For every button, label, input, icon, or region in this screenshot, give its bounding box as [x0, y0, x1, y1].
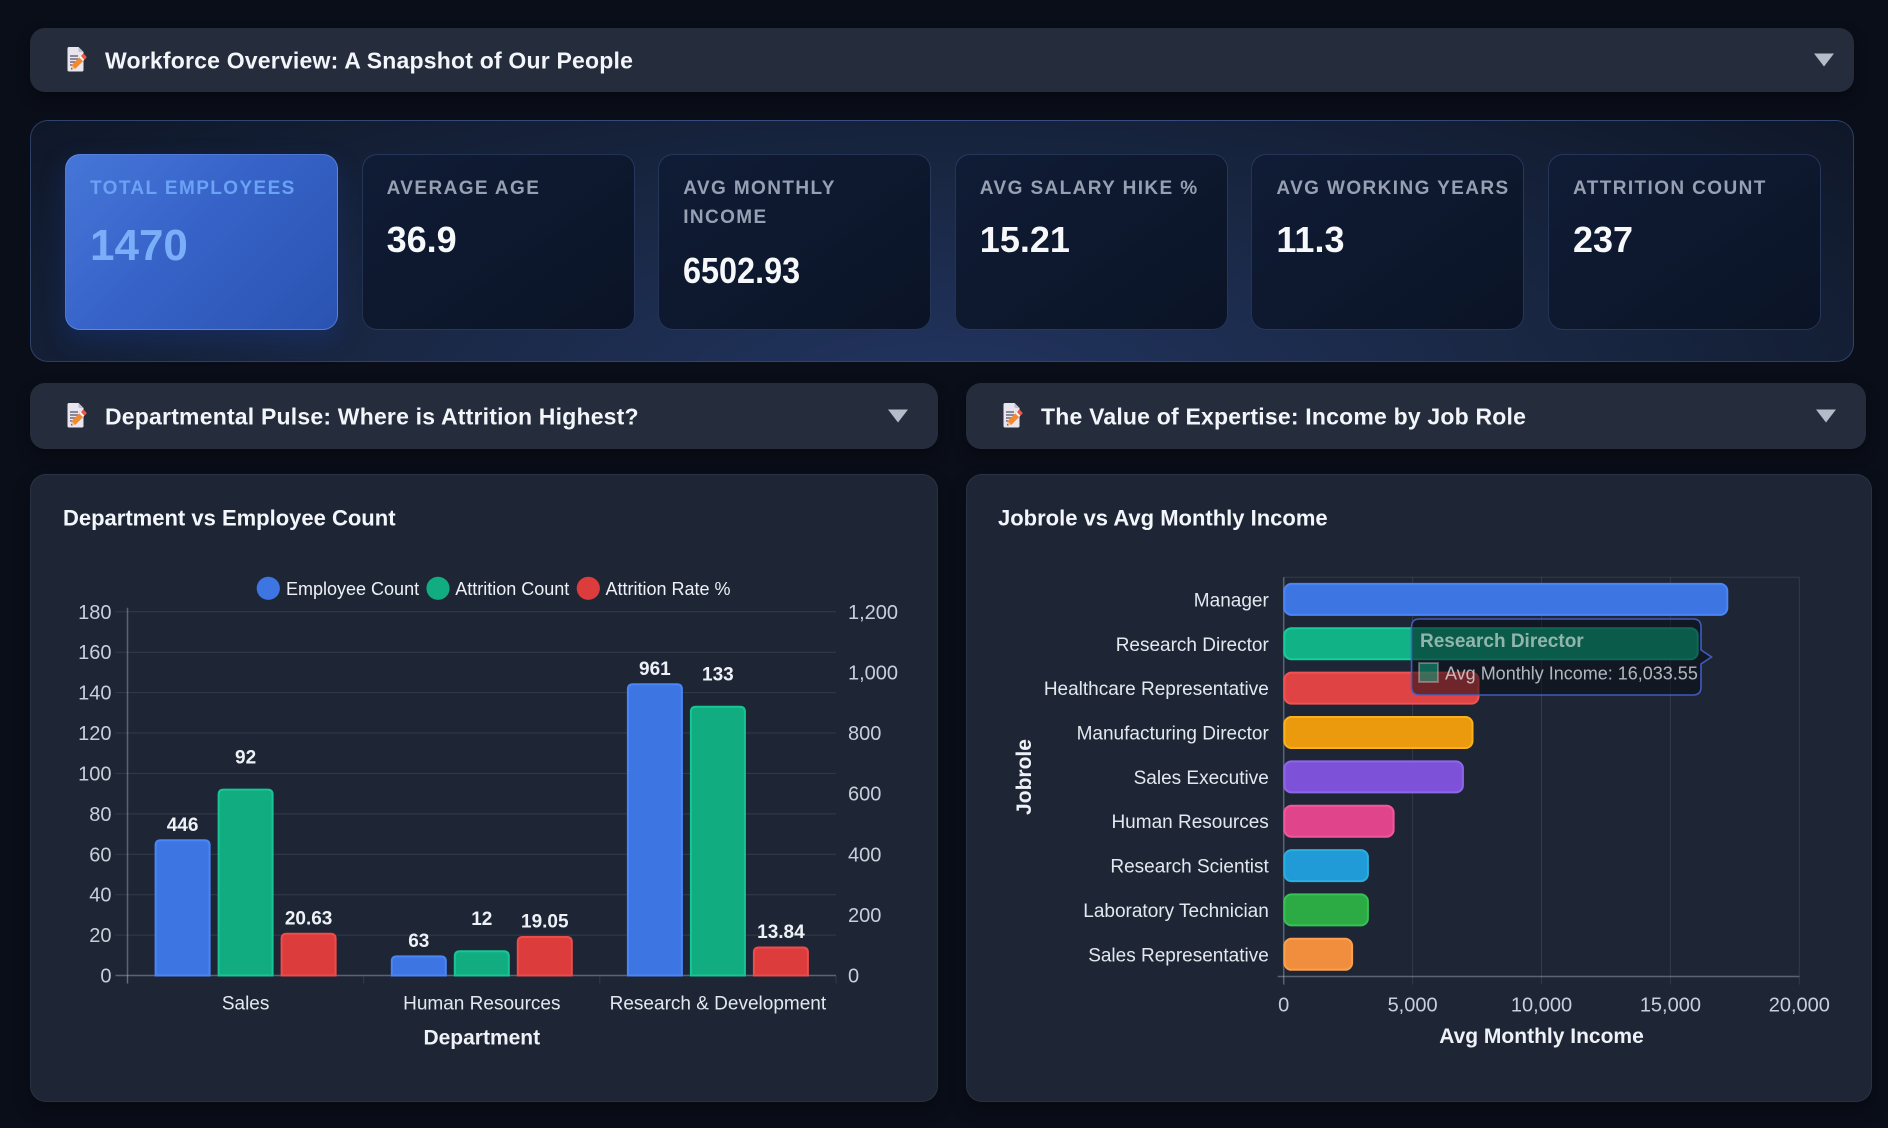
svg-text:400: 400	[848, 844, 881, 866]
svg-text:Jobrole vs Avg Monthly Income: Jobrole vs Avg Monthly Income	[998, 506, 1328, 531]
svg-text:Sales Executive: Sales Executive	[1134, 768, 1269, 789]
svg-text:Research Director: Research Director	[1116, 635, 1270, 656]
svg-text:19.05: 19.05	[521, 912, 569, 933]
svg-text:1,200: 1,200	[848, 602, 898, 624]
svg-text:60: 60	[89, 844, 111, 866]
svg-text:100: 100	[78, 763, 111, 785]
svg-text:446: 446	[167, 815, 199, 836]
svg-text:133: 133	[702, 665, 734, 686]
svg-text:12: 12	[471, 909, 492, 930]
svg-text:0: 0	[848, 966, 859, 988]
svg-text:Healthcare Representative: Healthcare Representative	[1044, 679, 1269, 700]
svg-text:20.63: 20.63	[285, 909, 333, 930]
svg-text:Department vs Employee Count: Department vs Employee Count	[63, 506, 396, 531]
svg-text:Attrition Rate %: Attrition Rate %	[606, 579, 731, 599]
svg-text:Research & Development: Research & Development	[610, 994, 827, 1015]
svg-text:40: 40	[89, 885, 111, 907]
svg-text:160: 160	[78, 642, 111, 664]
svg-text:140: 140	[78, 683, 111, 705]
svg-text:961: 961	[639, 659, 671, 680]
svg-text:Human Resources: Human Resources	[1111, 812, 1268, 833]
svg-text:0: 0	[1278, 995, 1289, 1017]
svg-text:Manager: Manager	[1194, 590, 1270, 611]
svg-text:Research Director: Research Director	[1420, 631, 1584, 652]
svg-text:92: 92	[235, 747, 256, 768]
svg-text:Research Scientist: Research Scientist	[1110, 857, 1269, 878]
svg-text:Manufacturing Director: Manufacturing Director	[1077, 724, 1270, 745]
svg-text:10,000: 10,000	[1511, 995, 1572, 1017]
svg-text:Sales Representative: Sales Representative	[1088, 945, 1269, 966]
svg-text:Attrition Count: Attrition Count	[455, 579, 569, 599]
svg-text:Jobrole: Jobrole	[1013, 739, 1036, 815]
svg-text:800: 800	[848, 723, 881, 745]
svg-text:0: 0	[100, 966, 111, 988]
svg-text:Sales: Sales	[222, 994, 270, 1015]
svg-text:Avg Monthly Income: Avg Monthly Income	[1439, 1025, 1644, 1048]
svg-text:20,000: 20,000	[1769, 995, 1830, 1017]
svg-text:13.84: 13.84	[757, 922, 805, 943]
svg-text:Employee Count: Employee Count	[286, 579, 419, 599]
svg-text:200: 200	[848, 905, 881, 927]
svg-text:80: 80	[89, 804, 111, 826]
svg-text:120: 120	[78, 723, 111, 745]
svg-text:Human Resources: Human Resources	[403, 994, 560, 1015]
svg-text:180: 180	[78, 602, 111, 624]
svg-text:15,000: 15,000	[1640, 995, 1701, 1017]
svg-text:Avg Monthly Income: 16,033.55: Avg Monthly Income: 16,033.55	[1445, 664, 1698, 684]
svg-text:Department: Department	[423, 1027, 540, 1050]
svg-text:20: 20	[89, 925, 111, 947]
svg-text:5,000: 5,000	[1388, 995, 1438, 1017]
svg-text:600: 600	[848, 784, 881, 806]
svg-text:63: 63	[408, 931, 429, 952]
svg-text:Laboratory Technician: Laboratory Technician	[1083, 901, 1269, 922]
svg-text:1,000: 1,000	[848, 662, 898, 684]
